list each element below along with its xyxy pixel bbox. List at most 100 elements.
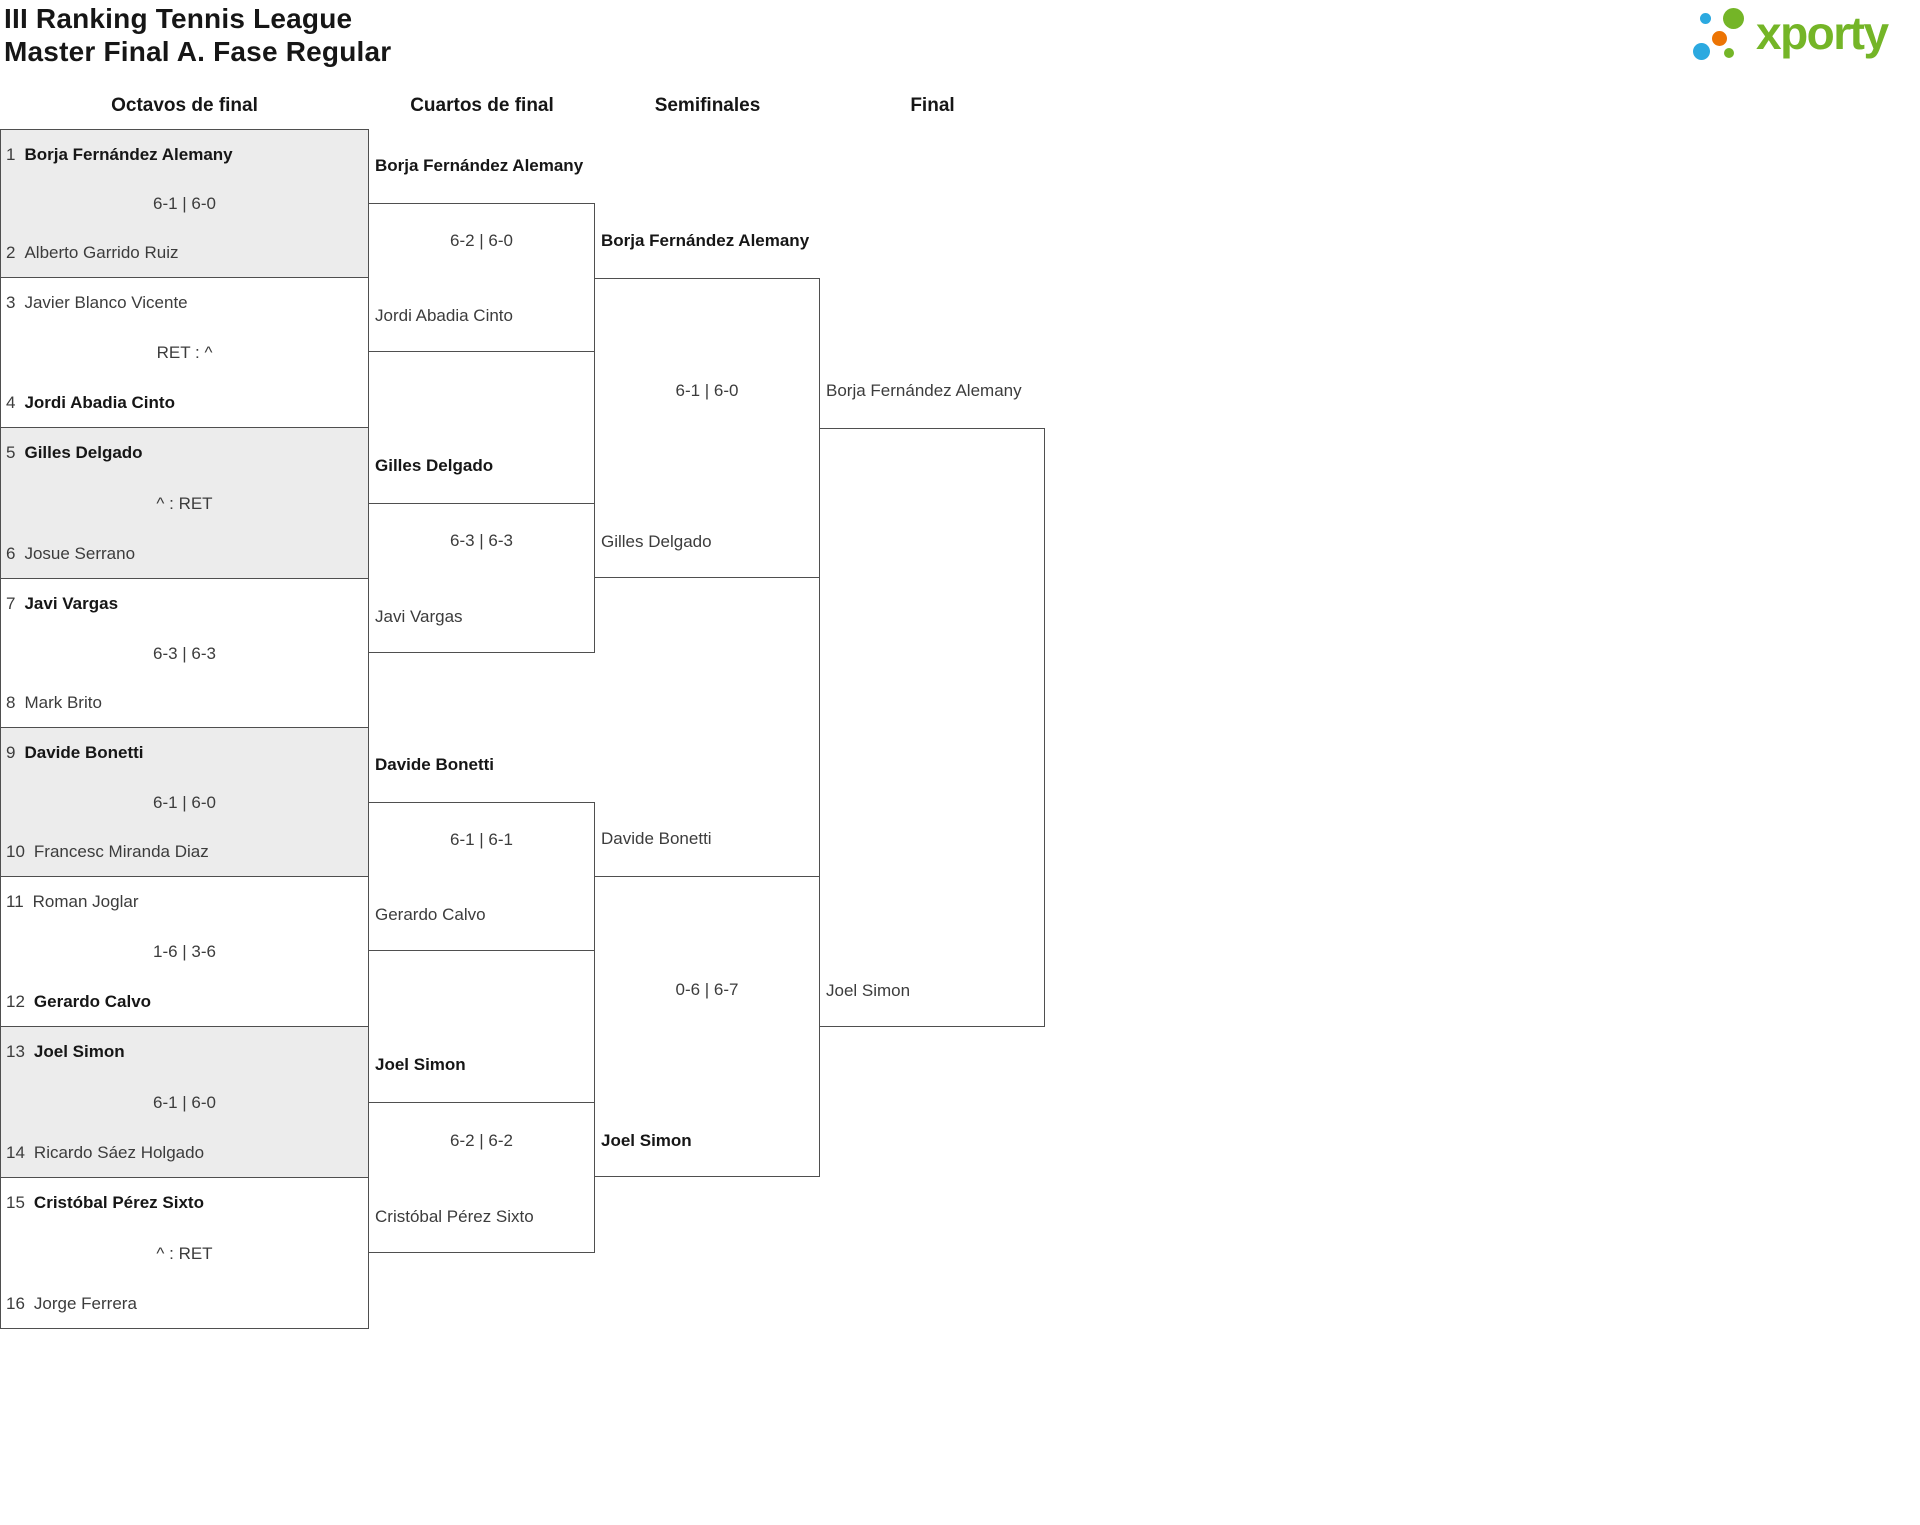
round-header-final: Final xyxy=(910,95,955,116)
quarterfinals-match-1-player2-name: Jordi Abadia Cinto xyxy=(375,306,513,325)
xporty-logo[interactable]: xporty xyxy=(1690,4,1912,66)
round-header-semifinales: Semifinales xyxy=(654,95,761,116)
player-name: Josue Serrano xyxy=(24,544,136,563)
r16-match-5: 9 Davide Bonetti 6-1 | 6-0 10 Francesc Miran… xyxy=(0,727,369,877)
r16-match-1-score: 6-1 | 6-0 xyxy=(152,194,216,213)
r16-match-2-score: RET : ^ xyxy=(156,343,213,362)
r16-match-8-player2-row: 16 Jorge Ferrera xyxy=(1,1293,368,1315)
title-line2: Master Final A. Fase Regular xyxy=(4,36,392,67)
r16-match-6-player1-row: 11 Roman Joglar xyxy=(1,891,368,913)
player-name: Jorge Ferrera xyxy=(33,1294,137,1313)
final-match-1-player2-name: Joel Simon xyxy=(826,980,911,1000)
semifinals-match-2-player2-name: Joel Simon xyxy=(601,1131,692,1150)
logo-dot-orange xyxy=(1712,31,1727,46)
r16-match-1: 1 Borja Fernández Alemany 6-1 | 6-0 2 Albert… xyxy=(0,129,369,278)
seed-number: 2 xyxy=(6,243,16,262)
r16-match-8-score: ^ : RET xyxy=(156,1243,213,1263)
semifinals-match-1-score: 6-1 | 6-0 xyxy=(675,381,739,400)
player-name: Davide Bonetti xyxy=(24,743,144,762)
semifinals-match-1-player1-name: Borja Fernández Alemany xyxy=(601,230,810,250)
final-match-1-box xyxy=(819,427,1045,1027)
quarterfinals-match-1-score: 6-2 | 6-0 xyxy=(449,231,513,250)
r16-match-4-player1-row: 7 Javi Vargas xyxy=(1,593,368,615)
player-name: Mark Brito xyxy=(24,693,102,712)
semifinals-match-2-score: 0-6 | 6-7 xyxy=(675,980,739,1000)
quarterfinals-match-4-score: 6-2 | 6-2 xyxy=(449,1130,513,1150)
logo-wordmark: xporty xyxy=(1756,7,1889,59)
logo-dot-green-small xyxy=(1724,48,1734,58)
seed-number: 4 xyxy=(6,393,16,412)
r16-match-1-player1-row: 1 Borja Fernández Alemany xyxy=(1,144,368,166)
player-name: Javier Blanco Vicente xyxy=(24,293,188,312)
r16-match-4: 7 Javi Vargas 6-3 | 6-3 8 Mark Brito xyxy=(0,578,369,728)
seed-number: 9 xyxy=(6,743,16,762)
logo-dot-green-large xyxy=(1723,8,1744,29)
r16-match-3-player1-row: 5 Gilles Delgado xyxy=(1,442,368,464)
r16-match-2-player1-row: 3 Javier Blanco Vicente xyxy=(1,292,368,314)
r16-match-3-score: ^ : RET xyxy=(156,493,213,513)
quarterfinals-match-3-box xyxy=(368,801,595,951)
quarterfinals-match-2-player2-name: Javi Vargas xyxy=(375,606,463,626)
r16-match-4-score: 6-3 | 6-3 xyxy=(152,643,216,663)
r16-match-7-player1-row: 13 Joel Simon xyxy=(1,1041,368,1063)
r16-match-6-player2-row: 12 Gerardo Calvo xyxy=(1,991,368,1013)
r16-match-4-player2-row: 8 Mark Brito xyxy=(1,692,368,714)
r16-match-7: 13 Joel Simon 6-1 | 6-0 14 Ricardo Sáez Holg… xyxy=(0,1026,369,1178)
r16-match-1-player2-row: 2 Alberto Garrido Ruiz xyxy=(1,242,368,264)
r16-match-2: 3 Javier Blanco Vicente RET : ^ 4 Jordi Abad… xyxy=(0,277,369,428)
quarterfinals-match-1-player1-name: Borja Fernández Alemany xyxy=(375,156,584,175)
player-name: Joel Simon xyxy=(33,1042,125,1061)
seed-number: 16 xyxy=(6,1294,25,1313)
r16-match-7-score: 6-1 | 6-0 xyxy=(152,1092,216,1112)
quarterfinals-match-4-box xyxy=(368,1101,595,1253)
quarterfinals-match-3-score: 6-1 | 6-1 xyxy=(449,829,513,849)
quarterfinals-match-2-player1-name: Gilles Delgado xyxy=(375,455,494,475)
semifinals-match-2-box xyxy=(594,876,820,1177)
player-name: Ricardo Sáez Holgado xyxy=(33,1143,205,1162)
r16-match-6: 11 Roman Joglar 1-6 | 3-6 12 Gerardo Calvo xyxy=(0,876,369,1027)
logo-dot-blue-large xyxy=(1693,43,1710,60)
player-name: Alberto Garrido Ruiz xyxy=(24,243,179,262)
seed-number: 11 xyxy=(6,892,24,911)
seed-number: 12 xyxy=(6,992,25,1011)
player-name: Jordi Abadia Cinto xyxy=(24,393,175,412)
r16-match-6-score: 1-6 | 3-6 xyxy=(152,942,216,961)
player-name: Francesc Miranda Diaz xyxy=(33,842,209,861)
r16-match-5-score: 6-1 | 6-0 xyxy=(152,792,216,812)
seed-number: 15 xyxy=(6,1193,25,1212)
title-line1: III Ranking Tennis League xyxy=(4,3,353,34)
r16-match-5-player2-row: 10 Francesc Miranda Diaz xyxy=(1,841,368,863)
seed-number: 6 xyxy=(6,544,16,563)
player-name: Gilles Delgado xyxy=(24,443,143,462)
seed-number: 5 xyxy=(6,443,16,462)
player-name: Gerardo Calvo xyxy=(33,992,152,1011)
quarterfinals-match-3-player2-name: Gerardo Calvo xyxy=(375,905,486,924)
quarterfinals-match-4-player2-name: Cristóbal Pérez Sixto xyxy=(375,1206,534,1226)
r16-match-7-player2-row: 14 Ricardo Sáez Holgado xyxy=(1,1142,368,1164)
seed-number: 7 xyxy=(6,594,16,613)
player-name: Cristóbal Pérez Sixto xyxy=(33,1193,204,1212)
r16-match-8-player1-row: 15 Cristóbal Pérez Sixto xyxy=(1,1192,368,1214)
quarterfinals-match-1-box xyxy=(368,203,595,352)
seed-number: 1 xyxy=(6,145,16,164)
semifinals-match-2-player1-name: Davide Bonetti xyxy=(601,829,712,849)
quarterfinals-match-2-score: 6-3 | 6-3 xyxy=(449,531,513,550)
round-header-octavos: Octavos de final xyxy=(111,95,258,116)
page-title: III Ranking Tennis League Master Final A… xyxy=(4,2,391,68)
quarterfinals-match-3-player1-name: Davide Bonetti xyxy=(375,754,495,774)
logo-dot-blue-small xyxy=(1700,13,1711,24)
r16-match-3: 5 Gilles Delgado ^ : RET 6 Josue Serrano xyxy=(0,427,369,579)
player-name: Javi Vargas xyxy=(24,594,119,613)
r16-match-8: 15 Cristóbal Pérez Sixto ^ : RET 16 Jorge Fe… xyxy=(0,1177,369,1329)
seed-number: 13 xyxy=(6,1042,25,1061)
player-name: Roman Joglar xyxy=(32,892,139,911)
semifinals-match-1-player2-name: Gilles Delgado xyxy=(601,531,712,551)
quarterfinals-match-4-player1-name: Joel Simon xyxy=(375,1054,466,1074)
round-header-cuartos: Cuartos de final xyxy=(410,95,554,116)
seed-number: 3 xyxy=(6,293,16,312)
r16-match-3-player2-row: 6 Josue Serrano xyxy=(1,543,368,565)
quarterfinals-match-2-box xyxy=(368,502,595,653)
r16-match-2-player2-row: 4 Jordi Abadia Cinto xyxy=(1,392,368,414)
r16-match-5-player1-row: 9 Davide Bonetti xyxy=(1,742,368,764)
